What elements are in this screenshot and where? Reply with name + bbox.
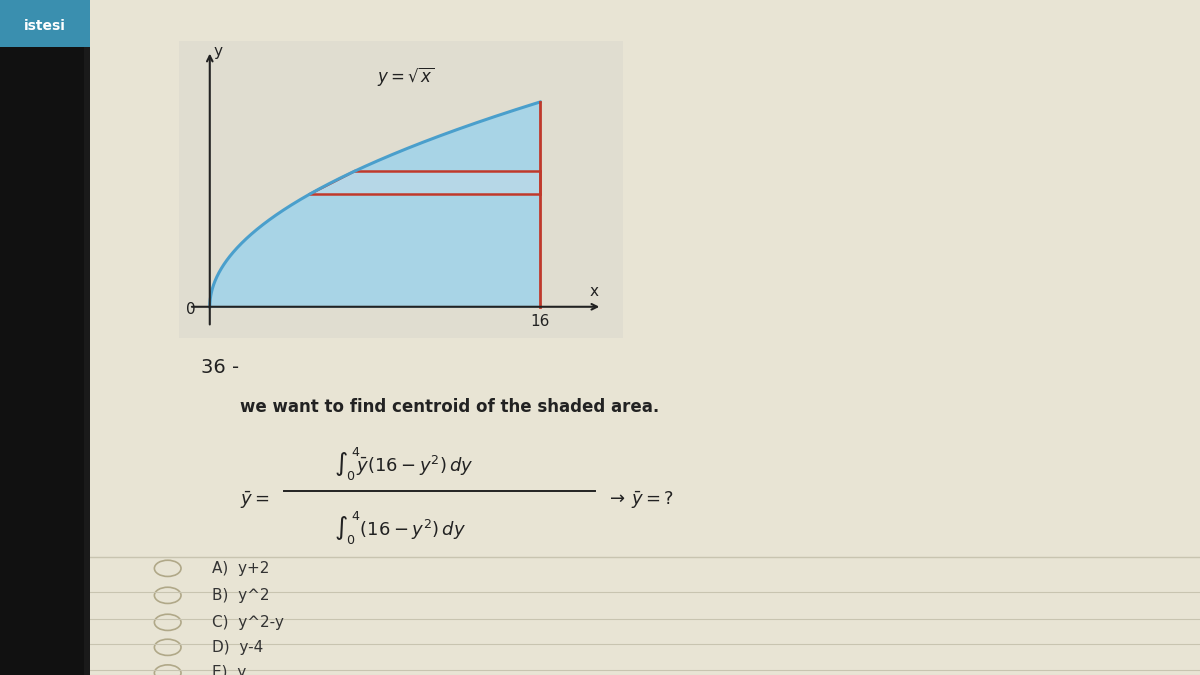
Text: B)  y^2: B) y^2 [212,588,270,603]
Text: $\int_0^{\,4}\!\bar{y}(16 - y^2)\,dy$: $\int_0^{\,4}\!\bar{y}(16 - y^2)\,dy$ [334,446,474,483]
Text: C)  y^2-y: C) y^2-y [212,615,284,630]
Text: we want to find centroid of the shaded area.: we want to find centroid of the shaded a… [240,398,659,416]
Text: 16: 16 [530,315,550,329]
Text: 36 -: 36 - [202,358,239,377]
Text: $y = \sqrt{x}$: $y = \sqrt{x}$ [377,65,434,88]
Text: E)  y: E) y [212,666,246,675]
Text: istesi: istesi [24,19,66,33]
Text: $\int_0^{\,4}(16 - y^2)\,dy$: $\int_0^{\,4}(16 - y^2)\,dy$ [334,510,466,547]
Text: $\bar{y}=$: $\bar{y}=$ [240,489,270,511]
Text: A)  y+2: A) y+2 [212,561,270,576]
Text: 0: 0 [186,302,196,317]
Text: y: y [214,44,222,59]
Text: $\rightarrow\,\bar{y} = ?$: $\rightarrow\,\bar{y} = ?$ [606,489,674,511]
Text: D)  y-4: D) y-4 [212,640,263,655]
Text: x: x [589,284,599,298]
